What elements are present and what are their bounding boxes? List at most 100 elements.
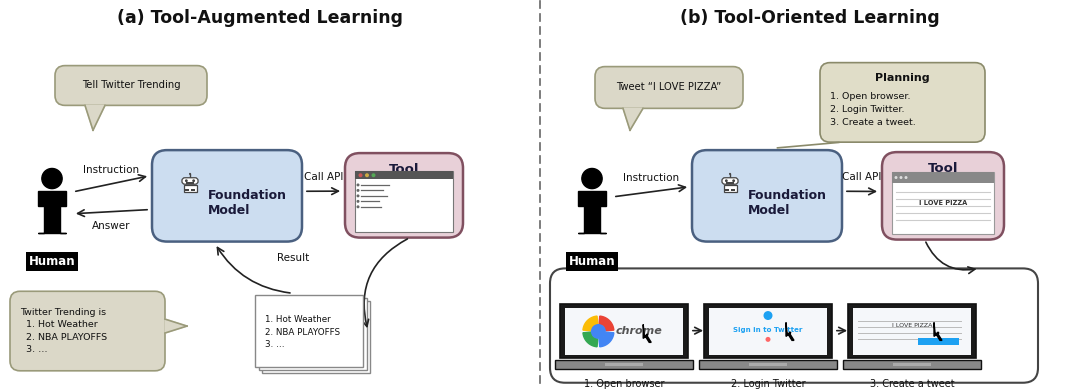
Polygon shape (599, 332, 613, 347)
Text: I LOVE PIZZA: I LOVE PIZZA (919, 200, 967, 206)
FancyBboxPatch shape (820, 63, 985, 142)
Text: Instruction: Instruction (623, 173, 679, 183)
Polygon shape (85, 106, 105, 130)
Text: Tool: Tool (389, 163, 419, 176)
Text: Foundation
Model: Foundation Model (208, 189, 287, 217)
Bar (725, 189, 729, 191)
Bar (565, 308, 683, 355)
Bar (892, 172, 994, 233)
FancyBboxPatch shape (721, 178, 738, 184)
Text: chrome: chrome (616, 326, 663, 336)
Bar (561, 305, 688, 359)
FancyArrowPatch shape (926, 242, 975, 273)
Text: I LOVE PIZZA: I LOVE PIZZA (892, 323, 932, 328)
Polygon shape (583, 332, 597, 347)
FancyBboxPatch shape (55, 66, 207, 106)
FancyBboxPatch shape (595, 66, 743, 108)
Bar (710, 308, 827, 355)
Circle shape (356, 200, 360, 203)
Circle shape (365, 173, 369, 177)
Polygon shape (578, 191, 606, 233)
Circle shape (356, 194, 360, 197)
Polygon shape (38, 191, 66, 233)
Text: Planning: Planning (875, 73, 930, 83)
Circle shape (42, 169, 63, 188)
Circle shape (356, 205, 360, 208)
Circle shape (900, 176, 903, 179)
Circle shape (904, 176, 907, 179)
Text: Answer: Answer (92, 221, 131, 231)
FancyBboxPatch shape (181, 178, 198, 184)
Bar (848, 305, 976, 359)
Bar (699, 360, 837, 369)
Text: Instruction: Instruction (83, 165, 139, 175)
Circle shape (894, 176, 897, 179)
Polygon shape (786, 323, 794, 341)
Bar (262, 301, 370, 373)
Circle shape (732, 179, 735, 182)
Polygon shape (934, 323, 942, 341)
Polygon shape (165, 319, 187, 333)
Polygon shape (599, 316, 613, 331)
Bar (255, 295, 363, 367)
FancyBboxPatch shape (692, 150, 842, 242)
Bar (892, 172, 994, 183)
FancyBboxPatch shape (10, 291, 165, 371)
FancyArrowPatch shape (217, 248, 291, 293)
Text: Human: Human (29, 255, 76, 268)
Circle shape (356, 183, 360, 187)
Text: Twitter Trending is
  1. Hot Weather
  2. NBA PLAYOFFS
  3. …: Twitter Trending is 1. Hot Weather 2. NB… (21, 308, 107, 354)
FancyBboxPatch shape (152, 150, 302, 242)
Circle shape (359, 173, 363, 177)
Text: 1. Hot Weather
2. NBA PLAYOFFS
3. …: 1. Hot Weather 2. NBA PLAYOFFS 3. … (265, 315, 340, 349)
Text: (a) Tool-Augmented Learning: (a) Tool-Augmented Learning (117, 9, 403, 27)
Text: Human: Human (569, 255, 616, 268)
Bar (731, 189, 734, 191)
Text: Tool: Tool (928, 162, 958, 175)
Bar (258, 298, 366, 370)
Circle shape (764, 311, 772, 320)
Bar (185, 189, 189, 191)
FancyBboxPatch shape (882, 152, 1004, 240)
Circle shape (189, 173, 191, 175)
Text: Call API: Call API (842, 172, 881, 183)
Text: Foundation
Model: Foundation Model (748, 189, 827, 217)
Bar (724, 185, 737, 192)
Circle shape (725, 179, 728, 182)
Text: 3. Create a tweet: 3. Create a tweet (869, 379, 955, 389)
Text: Tell Twitter Trending: Tell Twitter Trending (82, 81, 180, 90)
Polygon shape (583, 316, 597, 331)
Bar (893, 363, 931, 366)
Bar (355, 171, 453, 231)
Bar (918, 338, 959, 345)
Bar (726, 182, 734, 183)
Bar (184, 185, 197, 192)
Text: Call API: Call API (303, 172, 343, 182)
Text: Sign in to Twitter: Sign in to Twitter (733, 327, 802, 334)
Text: 1. Open browser: 1. Open browser (584, 379, 664, 389)
Polygon shape (644, 325, 651, 343)
Circle shape (356, 189, 360, 192)
Text: (b) Tool-Oriented Learning: (b) Tool-Oriented Learning (680, 9, 940, 27)
FancyBboxPatch shape (345, 153, 463, 238)
Bar (355, 171, 453, 179)
Bar (748, 363, 787, 366)
Circle shape (729, 173, 731, 175)
Bar (605, 363, 644, 366)
Circle shape (372, 173, 376, 177)
FancyArrowPatch shape (362, 239, 407, 326)
Circle shape (766, 337, 770, 342)
Bar (842, 360, 981, 369)
Circle shape (582, 169, 603, 188)
Circle shape (591, 324, 606, 339)
Bar (704, 305, 832, 359)
Text: 1. Open browser.
2. Login Twitter.
3. Create a tweet.: 1. Open browser. 2. Login Twitter. 3. Cr… (831, 92, 916, 127)
Text: Result: Result (276, 253, 309, 264)
Bar (853, 308, 971, 355)
Circle shape (185, 179, 188, 182)
Circle shape (192, 179, 195, 182)
Bar (186, 182, 194, 183)
Bar (191, 189, 194, 191)
Text: 2. Login Twitter: 2. Login Twitter (731, 379, 806, 389)
Polygon shape (623, 108, 643, 130)
